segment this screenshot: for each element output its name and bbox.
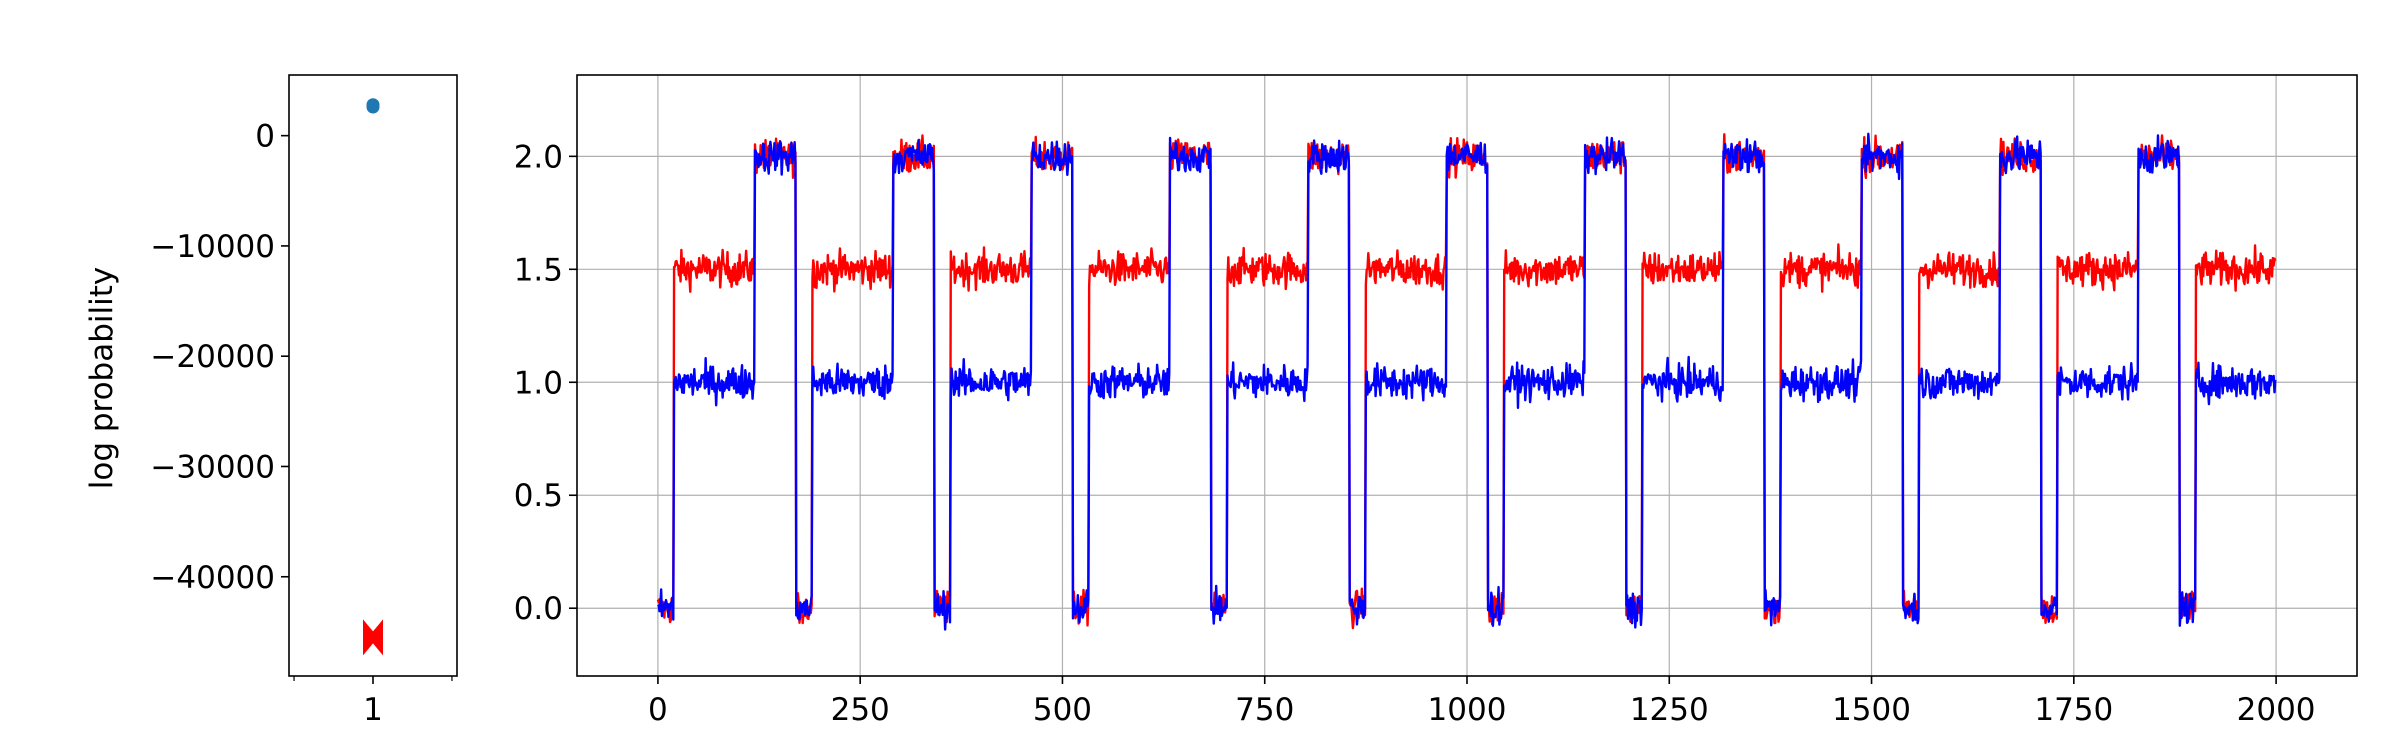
log-probability-bowtie-marker	[363, 619, 383, 656]
log-probability-point	[366, 100, 380, 114]
right-x-tick-label: 1250	[1630, 692, 1709, 728]
right-x-tick-label: 1500	[1832, 692, 1911, 728]
log-probability-panel: 0 −10000 −20000 −30000 −40000 1 log probabil…	[84, 74, 458, 728]
left-y-tick-label: −10000	[150, 229, 275, 265]
right-y-tick-label: 1.0	[514, 365, 563, 401]
right-x-tick-label: 2000	[2237, 692, 2316, 728]
right-x-ticks: 0 250 500 750 1000 1250 1500 1750 2000	[648, 676, 2316, 728]
right-y-tick-label: 2.0	[514, 139, 563, 175]
left-plot-frame	[288, 74, 458, 677]
left-y-tick-label: 0	[255, 119, 275, 155]
left-y-ticks: 0 −10000 −20000 −30000 −40000	[150, 119, 289, 596]
right-x-tick-label: 250	[831, 692, 890, 728]
right-y-tick-label: 1.5	[514, 252, 563, 288]
right-x-tick-label: 1000	[1428, 692, 1507, 728]
right-y-tick-label: 0.5	[514, 478, 563, 514]
left-y-tick-label: −20000	[150, 339, 275, 375]
right-x-tick-label: 750	[1235, 692, 1294, 728]
right-y-ticks: 0.0 0.5 1.0 1.5 2.0	[514, 139, 577, 627]
right-x-tick-label: 1750	[2034, 692, 2113, 728]
left-y-tick-label: −30000	[150, 449, 275, 485]
series-line-1	[657, 132, 2277, 631]
left-marks	[363, 98, 383, 656]
left-x-tick-label: 1	[363, 692, 383, 728]
right-x-tick-label: 500	[1033, 692, 1092, 728]
right-x-tick-label: 0	[648, 692, 668, 728]
left-x-ticks: 1	[293, 676, 453, 728]
right-y-tick-label: 0.0	[514, 591, 563, 627]
signal-panel: 0.0 0.5 1.0 1.5 2.0 0 250 500 750 1000 1250 1500 17…	[514, 74, 2358, 728]
left-y-tick-label: −40000	[150, 560, 275, 596]
right-series	[656, 132, 2277, 631]
left-y-axis-label: log probability	[84, 267, 120, 490]
